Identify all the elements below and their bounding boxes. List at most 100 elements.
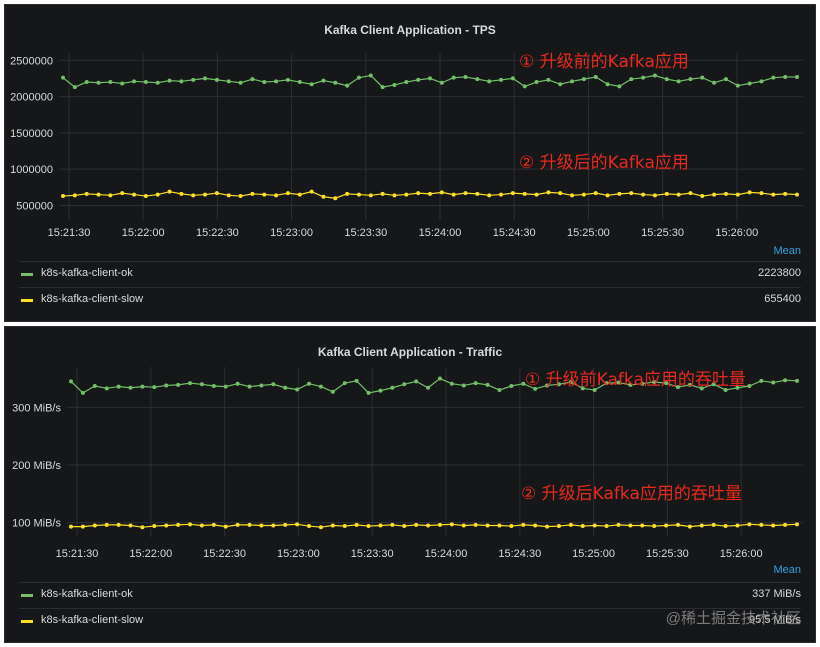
data-point	[283, 522, 288, 527]
data-point	[546, 190, 551, 195]
x-tick-label: 15:24:30	[498, 548, 541, 560]
data-point	[522, 191, 527, 196]
data-point	[128, 523, 133, 528]
data-point	[475, 77, 480, 82]
data-point	[191, 77, 196, 82]
data-point	[416, 191, 421, 196]
y-tick-label: 1500000	[10, 128, 53, 140]
data-point	[592, 388, 597, 393]
legend-row-slow[interactable]: k8s-kafka-client-slow 655400	[19, 287, 801, 312]
data-point	[309, 189, 314, 194]
data-point	[203, 76, 208, 81]
data-point	[321, 78, 326, 83]
data-point	[188, 381, 193, 386]
data-point	[69, 524, 73, 529]
x-tick-label: 15:23:00	[277, 548, 320, 560]
data-point	[449, 381, 454, 386]
legend-header-mean[interactable]: Mean	[773, 564, 801, 576]
data-point	[402, 524, 407, 529]
data-point	[558, 82, 563, 87]
data-point	[475, 191, 480, 196]
data-point	[556, 524, 561, 529]
legend-name-ok: k8s-kafka-client-ok	[41, 588, 133, 600]
data-point	[463, 74, 468, 79]
data-point	[333, 80, 338, 85]
data-point	[330, 389, 335, 394]
y-tick-label: 2500000	[10, 55, 53, 67]
data-point	[592, 523, 597, 528]
data-point	[414, 522, 419, 527]
data-point	[545, 383, 550, 388]
data-point	[723, 77, 728, 82]
data-point	[617, 84, 622, 89]
legend-swatch-ok	[21, 273, 33, 276]
data-point	[211, 522, 216, 527]
data-point	[747, 190, 752, 195]
data-point	[629, 77, 634, 82]
data-point	[271, 382, 276, 387]
y-tick-label: 100 MiB/s	[12, 518, 61, 530]
x-tick-label: 15:25:30	[641, 227, 684, 239]
data-point	[735, 385, 740, 390]
data-point	[342, 381, 347, 386]
traffic-panel: Kafka Client Application - Traffic 300 M…	[4, 326, 816, 643]
data-point	[250, 191, 255, 196]
data-point	[485, 382, 490, 387]
data-point	[262, 192, 267, 197]
data-point	[176, 522, 181, 527]
data-point	[366, 390, 371, 395]
data-point	[711, 522, 716, 527]
data-point	[199, 523, 204, 528]
data-point	[247, 384, 252, 389]
data-point	[428, 76, 432, 81]
data-point	[759, 378, 764, 383]
data-point	[247, 522, 252, 527]
panel-title-traffic[interactable]: Kafka Client Application - Traffic	[317, 345, 503, 359]
data-point	[92, 523, 97, 528]
legend-header-mean[interactable]: Mean	[773, 245, 801, 257]
panel-title-tps[interactable]: Kafka Client Application - TPS	[324, 23, 496, 37]
data-point	[380, 85, 385, 90]
data-point	[345, 191, 350, 196]
data-point	[199, 382, 204, 387]
data-point	[581, 192, 586, 197]
data-point	[652, 73, 657, 78]
x-tick-label: 15:25:00	[572, 548, 615, 560]
data-point	[463, 191, 468, 196]
data-point	[664, 523, 669, 528]
data-point	[747, 81, 752, 86]
data-point	[250, 77, 255, 82]
data-point	[108, 80, 113, 85]
data-point	[390, 522, 395, 527]
data-point	[723, 524, 728, 529]
data-point	[428, 191, 432, 196]
data-point	[188, 522, 193, 527]
data-point	[214, 77, 219, 82]
data-point	[380, 191, 385, 196]
data-point	[605, 193, 610, 198]
data-point	[285, 77, 290, 82]
data-point	[747, 384, 752, 389]
legend-row-ok[interactable]: k8s-kafka-client-ok 2223800	[19, 261, 801, 286]
data-point	[699, 386, 704, 391]
data-point	[700, 75, 705, 80]
legend-row-slow[interactable]: k8s-kafka-client-slow 95.5 MiB/s	[19, 608, 801, 633]
legend-row-ok[interactable]: k8s-kafka-client-ok 337 MiB/s	[19, 582, 801, 607]
data-point	[616, 380, 621, 385]
data-point	[152, 385, 157, 390]
data-point	[747, 522, 752, 527]
data-point	[735, 523, 740, 528]
data-point	[164, 523, 169, 528]
data-point	[84, 191, 89, 196]
data-point	[439, 190, 444, 195]
legend-swatch-ok	[21, 594, 33, 597]
data-point	[318, 384, 323, 389]
data-point	[700, 194, 705, 199]
data-point	[354, 378, 359, 383]
data-point	[132, 192, 137, 197]
data-point	[641, 192, 646, 197]
data-point	[116, 522, 121, 527]
x-tick-label: 15:24:00	[419, 227, 462, 239]
data-point	[416, 77, 421, 82]
data-point	[783, 378, 788, 383]
